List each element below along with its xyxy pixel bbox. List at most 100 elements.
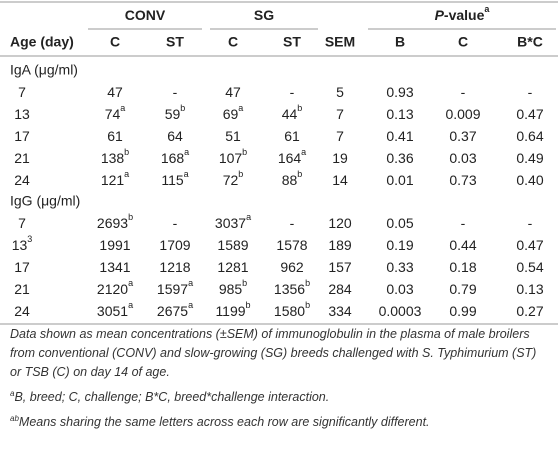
cell: 0.0003 — [379, 303, 422, 319]
cell: - — [461, 84, 466, 100]
cell-value: 0.93 — [386, 84, 413, 100]
cell: 7 — [336, 106, 344, 122]
footnote-text: Means sharing the same letters across ea… — [18, 415, 430, 430]
cell: 1218 — [159, 259, 190, 275]
cell-value: 1199 — [215, 303, 245, 319]
cell-value: 1218 — [159, 259, 190, 275]
superscript: b — [305, 278, 310, 288]
superscript: b — [305, 300, 310, 310]
cell: 47 — [107, 84, 123, 100]
cell: 115a — [161, 169, 188, 187]
cell: 0.44 — [449, 237, 476, 253]
column-header: C — [458, 34, 468, 50]
cell-value: 115 — [161, 172, 184, 188]
cell-value: 44 — [282, 106, 298, 122]
cell-value: 13 — [12, 237, 28, 253]
cell-value: 0.49 — [516, 150, 543, 166]
cell-value: 334 — [328, 303, 352, 319]
cell: 7 — [18, 215, 26, 231]
cell: - — [173, 84, 178, 100]
header-text: -value — [444, 7, 485, 23]
cell-value: 120 — [328, 215, 352, 231]
cell: 0.54 — [516, 259, 543, 275]
cell: 24 — [14, 303, 30, 319]
cell: 51 — [225, 128, 241, 144]
cell-value: 17 — [14, 259, 30, 275]
cell: 3051a — [97, 300, 133, 318]
cell: 0.47 — [516, 106, 543, 122]
cell: 61 — [107, 128, 123, 144]
superscript: 3 — [27, 234, 32, 244]
cell: 157 — [328, 259, 352, 275]
cell-value: 0.40 — [516, 172, 543, 188]
cell-value: 138 — [101, 150, 125, 166]
footnotes: Data shown as mean concentrations (±SEM)… — [10, 325, 550, 434]
cell: 0.13 — [386, 106, 413, 122]
cell: 120 — [328, 215, 352, 231]
cell-value: 61 — [107, 128, 123, 144]
superscript: a — [128, 278, 133, 288]
cell-value: 24 — [14, 303, 30, 319]
cell: 0.99 — [449, 303, 476, 319]
cell: - — [528, 84, 533, 100]
cell-value: - — [290, 215, 295, 231]
cell: 0.36 — [386, 150, 413, 166]
cell: 21 — [14, 150, 30, 166]
cell-value: 24 — [14, 172, 30, 188]
cell: 962 — [280, 259, 304, 275]
column-header: C — [228, 34, 238, 50]
cell-value: 1709 — [159, 237, 190, 253]
cell-value: 1589 — [217, 237, 248, 253]
cell: 0.79 — [449, 281, 476, 297]
superscript: b — [246, 300, 251, 310]
cell: - — [173, 215, 178, 231]
cell: 64 — [167, 128, 183, 144]
cell: 1580b — [274, 300, 310, 318]
cell-value: 121 — [101, 172, 125, 188]
cell: 0.03 — [386, 281, 413, 297]
cell: 69a — [223, 103, 244, 121]
cell: 59b — [165, 103, 186, 121]
cell-value: 21 — [14, 150, 30, 166]
superscript: b — [238, 169, 243, 179]
cell-value: - — [528, 215, 533, 231]
footnote: Data shown as mean concentrations (±SEM)… — [10, 325, 550, 382]
cell-value: 3037 — [215, 215, 246, 231]
cell: 2693b — [97, 212, 133, 230]
footnote: abMeans sharing the same letters across … — [10, 409, 550, 432]
cell-value: 5 — [336, 84, 344, 100]
cell: 0.41 — [386, 128, 413, 144]
cell: 0.49 — [516, 150, 543, 166]
column-header: SEM — [325, 34, 355, 50]
cell-value: 0.64 — [516, 128, 543, 144]
cell-value: 0.79 — [449, 281, 476, 297]
cell: 13 — [14, 106, 30, 122]
cell-value: 51 — [225, 128, 241, 144]
superscript: b — [297, 169, 302, 179]
cell-value: 0.37 — [449, 128, 476, 144]
cell-value: 0.03 — [449, 150, 476, 166]
cell: 47 — [225, 84, 241, 100]
cell-value: 985 — [219, 281, 243, 297]
cell-value: - — [173, 215, 178, 231]
header-text: SG — [254, 7, 274, 23]
superscript: a — [124, 169, 129, 179]
cell: 0.64 — [516, 128, 543, 144]
cell: 0.01 — [386, 172, 413, 188]
cell-value: 64 — [167, 128, 183, 144]
cell: 1597a — [157, 278, 193, 296]
cell-value: 107 — [219, 150, 243, 166]
cell-value: 962 — [280, 259, 304, 275]
column-header: C — [110, 34, 120, 50]
cell-value: 0.47 — [516, 237, 543, 253]
cell-value: 0.18 — [449, 259, 476, 275]
cell: 0.009 — [445, 106, 480, 122]
cell: 0.73 — [449, 172, 476, 188]
superscript: a — [238, 103, 243, 113]
superscript: a — [184, 169, 189, 179]
cell: 44b — [282, 103, 303, 121]
cell-value: 0.19 — [386, 237, 413, 253]
cell: 0.03 — [449, 150, 476, 166]
cell-value: 284 — [328, 281, 352, 297]
